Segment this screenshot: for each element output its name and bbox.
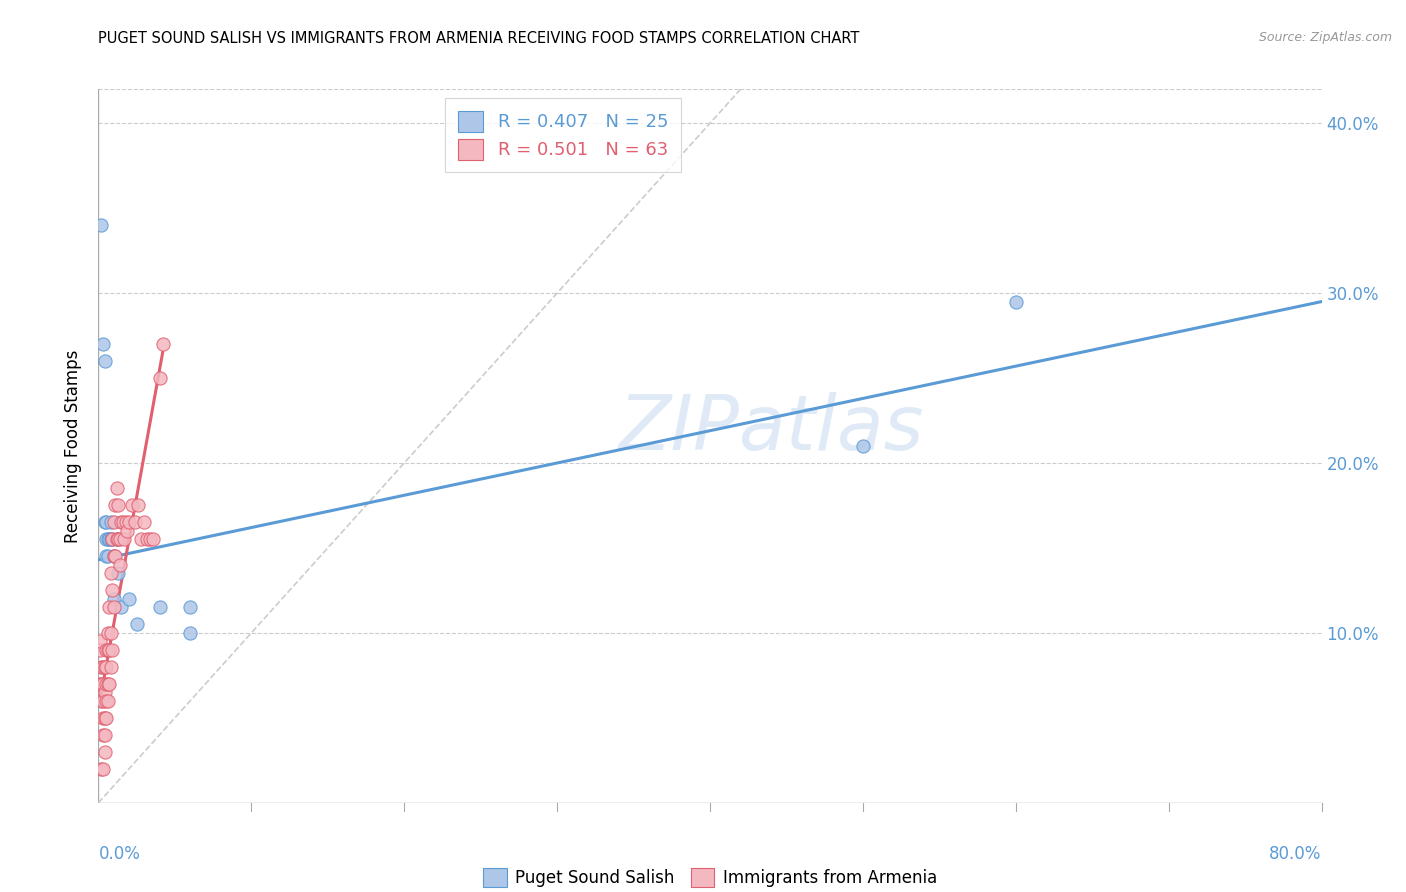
Point (115, 516, 138, 530)
Point (90, 694, 112, 708)
Point (98, 643, 121, 657)
Point (118, 591, 141, 606)
Point (98, 533, 121, 547)
Point (98, 677, 121, 691)
Point (94, 711, 117, 725)
Point (108, 533, 131, 547)
Point (124, 516, 146, 530)
Point (105, 533, 128, 547)
Point (101, 583, 124, 598)
Point (107, 499, 129, 513)
Point (93, 516, 115, 530)
Point (100, 566, 122, 581)
Point (129, 533, 152, 547)
Point (118, 516, 141, 530)
Point (91, 660, 114, 674)
Point (93, 745, 115, 759)
Text: ZIPatlas: ZIPatlas (619, 392, 924, 466)
Point (89, 643, 111, 657)
Point (179, 626, 201, 640)
Point (149, 371, 172, 385)
Point (97, 549, 120, 564)
Point (90, 677, 112, 691)
Point (103, 516, 125, 530)
Point (104, 499, 127, 513)
Point (121, 499, 143, 513)
Point (94, 660, 117, 674)
Text: Source: ZipAtlas.com: Source: ZipAtlas.com (1258, 31, 1392, 45)
Point (90, 218, 112, 232)
Point (100, 533, 122, 547)
Point (100, 660, 122, 674)
Point (103, 591, 125, 606)
Text: PUGET SOUND SALISH VS IMMIGRANTS FROM ARMENIA RECEIVING FOOD STAMPS CORRELATION : PUGET SOUND SALISH VS IMMIGRANTS FROM AR… (98, 31, 860, 46)
Point (90, 660, 112, 674)
Point (112, 533, 135, 547)
Point (107, 533, 129, 547)
Point (852, 439, 875, 453)
Point (136, 533, 159, 547)
Point (89, 634, 111, 648)
Point (107, 566, 129, 581)
Point (103, 549, 125, 564)
Point (94, 549, 117, 564)
Point (105, 482, 128, 496)
Point (139, 533, 162, 547)
Point (111, 516, 134, 530)
Point (101, 533, 124, 547)
Point (134, 516, 156, 530)
Point (91, 677, 114, 691)
Point (90, 762, 112, 776)
Point (101, 643, 124, 657)
Point (91, 728, 114, 742)
Point (97, 694, 120, 708)
Y-axis label: Receiving Food Stamps: Receiving Food Stamps (65, 350, 83, 542)
Point (110, 600, 132, 615)
Point (142, 533, 165, 547)
Point (91, 762, 114, 776)
Point (93, 660, 115, 674)
Point (97, 626, 120, 640)
Text: 80.0%: 80.0% (1270, 846, 1322, 863)
Point (103, 600, 125, 615)
Point (94, 643, 117, 657)
Point (94, 516, 117, 530)
Point (152, 337, 174, 351)
Legend: Puget Sound Salish, Immigrants from Armenia: Puget Sound Salish, Immigrants from Arme… (477, 861, 943, 892)
Point (125, 617, 148, 632)
Point (108, 558, 131, 572)
Point (94, 694, 117, 708)
Point (94, 533, 117, 547)
Point (98, 600, 121, 615)
Point (100, 516, 122, 530)
Point (179, 600, 201, 615)
Point (110, 516, 132, 530)
Point (1004, 294, 1026, 309)
Point (93, 711, 115, 725)
Point (100, 626, 122, 640)
Point (93, 354, 115, 368)
Point (93, 728, 115, 742)
Point (93, 685, 115, 699)
Point (105, 533, 128, 547)
Point (103, 549, 125, 564)
Point (104, 549, 127, 564)
Text: 0.0%: 0.0% (98, 846, 141, 863)
Point (91, 711, 114, 725)
Point (149, 600, 172, 615)
Point (94, 677, 117, 691)
Point (91, 694, 114, 708)
Point (97, 533, 120, 547)
Point (101, 533, 124, 547)
Point (117, 524, 139, 538)
Point (97, 677, 120, 691)
Point (97, 643, 120, 657)
Point (91, 337, 114, 351)
Point (89, 677, 111, 691)
Point (127, 499, 149, 513)
